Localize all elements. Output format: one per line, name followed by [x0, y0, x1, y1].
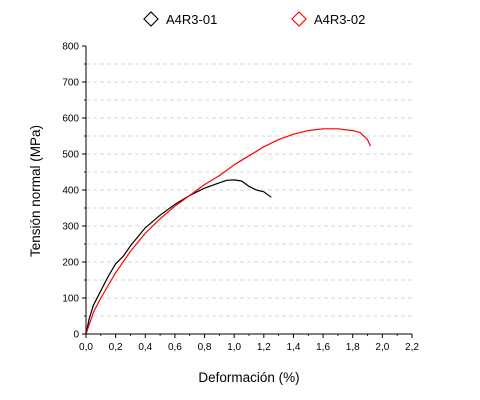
x-tick-label: 0,4	[138, 342, 152, 353]
x-tick-label: 2,0	[375, 342, 389, 353]
y-axis-title: Tensión normal (MPa)	[28, 125, 43, 257]
legend-item-1: A4R3-01	[143, 11, 217, 27]
x-tick-label: 0,2	[109, 342, 123, 353]
grid	[86, 63, 412, 317]
y-tick-label: 100	[62, 294, 79, 305]
series-layer	[85, 128, 372, 335]
x-axis-title: Deformación (%)	[198, 370, 299, 385]
y-tick-label: 700	[62, 78, 79, 89]
legend-marker-2	[291, 11, 307, 27]
y-tick-label: 0	[73, 330, 79, 341]
x-tick-label: 1,6	[316, 342, 330, 353]
y-tick-label: 300	[62, 222, 79, 233]
x-tick-label: 1,0	[227, 342, 241, 353]
y-tick-label: 800	[62, 42, 79, 53]
ticks: 0 100 200 300 400 500 600 700 800 0,0 0,2 0,4 0,6 0,8…	[62, 42, 419, 354]
series-line-2	[85, 128, 372, 335]
series-line-1	[85, 179, 272, 335]
legend-label-1: A4R3-01	[166, 12, 217, 27]
y-tick-label: 400	[62, 186, 79, 197]
x-tick-label: 1,4	[287, 342, 301, 353]
y-tick-label: 200	[62, 258, 79, 269]
legend-item-2: A4R3-02	[291, 11, 365, 27]
x-tick-label: 0,8	[198, 342, 212, 353]
legend-label-2: A4R3-02	[314, 12, 365, 27]
legend-marker-1	[143, 11, 159, 27]
x-tick-label: 0,0	[79, 342, 93, 353]
y-tick-label: 500	[62, 150, 79, 161]
legend: A4R3-01 A4R3-02	[143, 11, 365, 27]
x-tick-label: 1,8	[346, 342, 360, 353]
y-tick-label: 600	[62, 114, 79, 125]
x-tick-label: 2,2	[405, 342, 419, 353]
x-tick-label: 0,6	[168, 342, 182, 353]
x-tick-label: 1,2	[257, 342, 271, 353]
